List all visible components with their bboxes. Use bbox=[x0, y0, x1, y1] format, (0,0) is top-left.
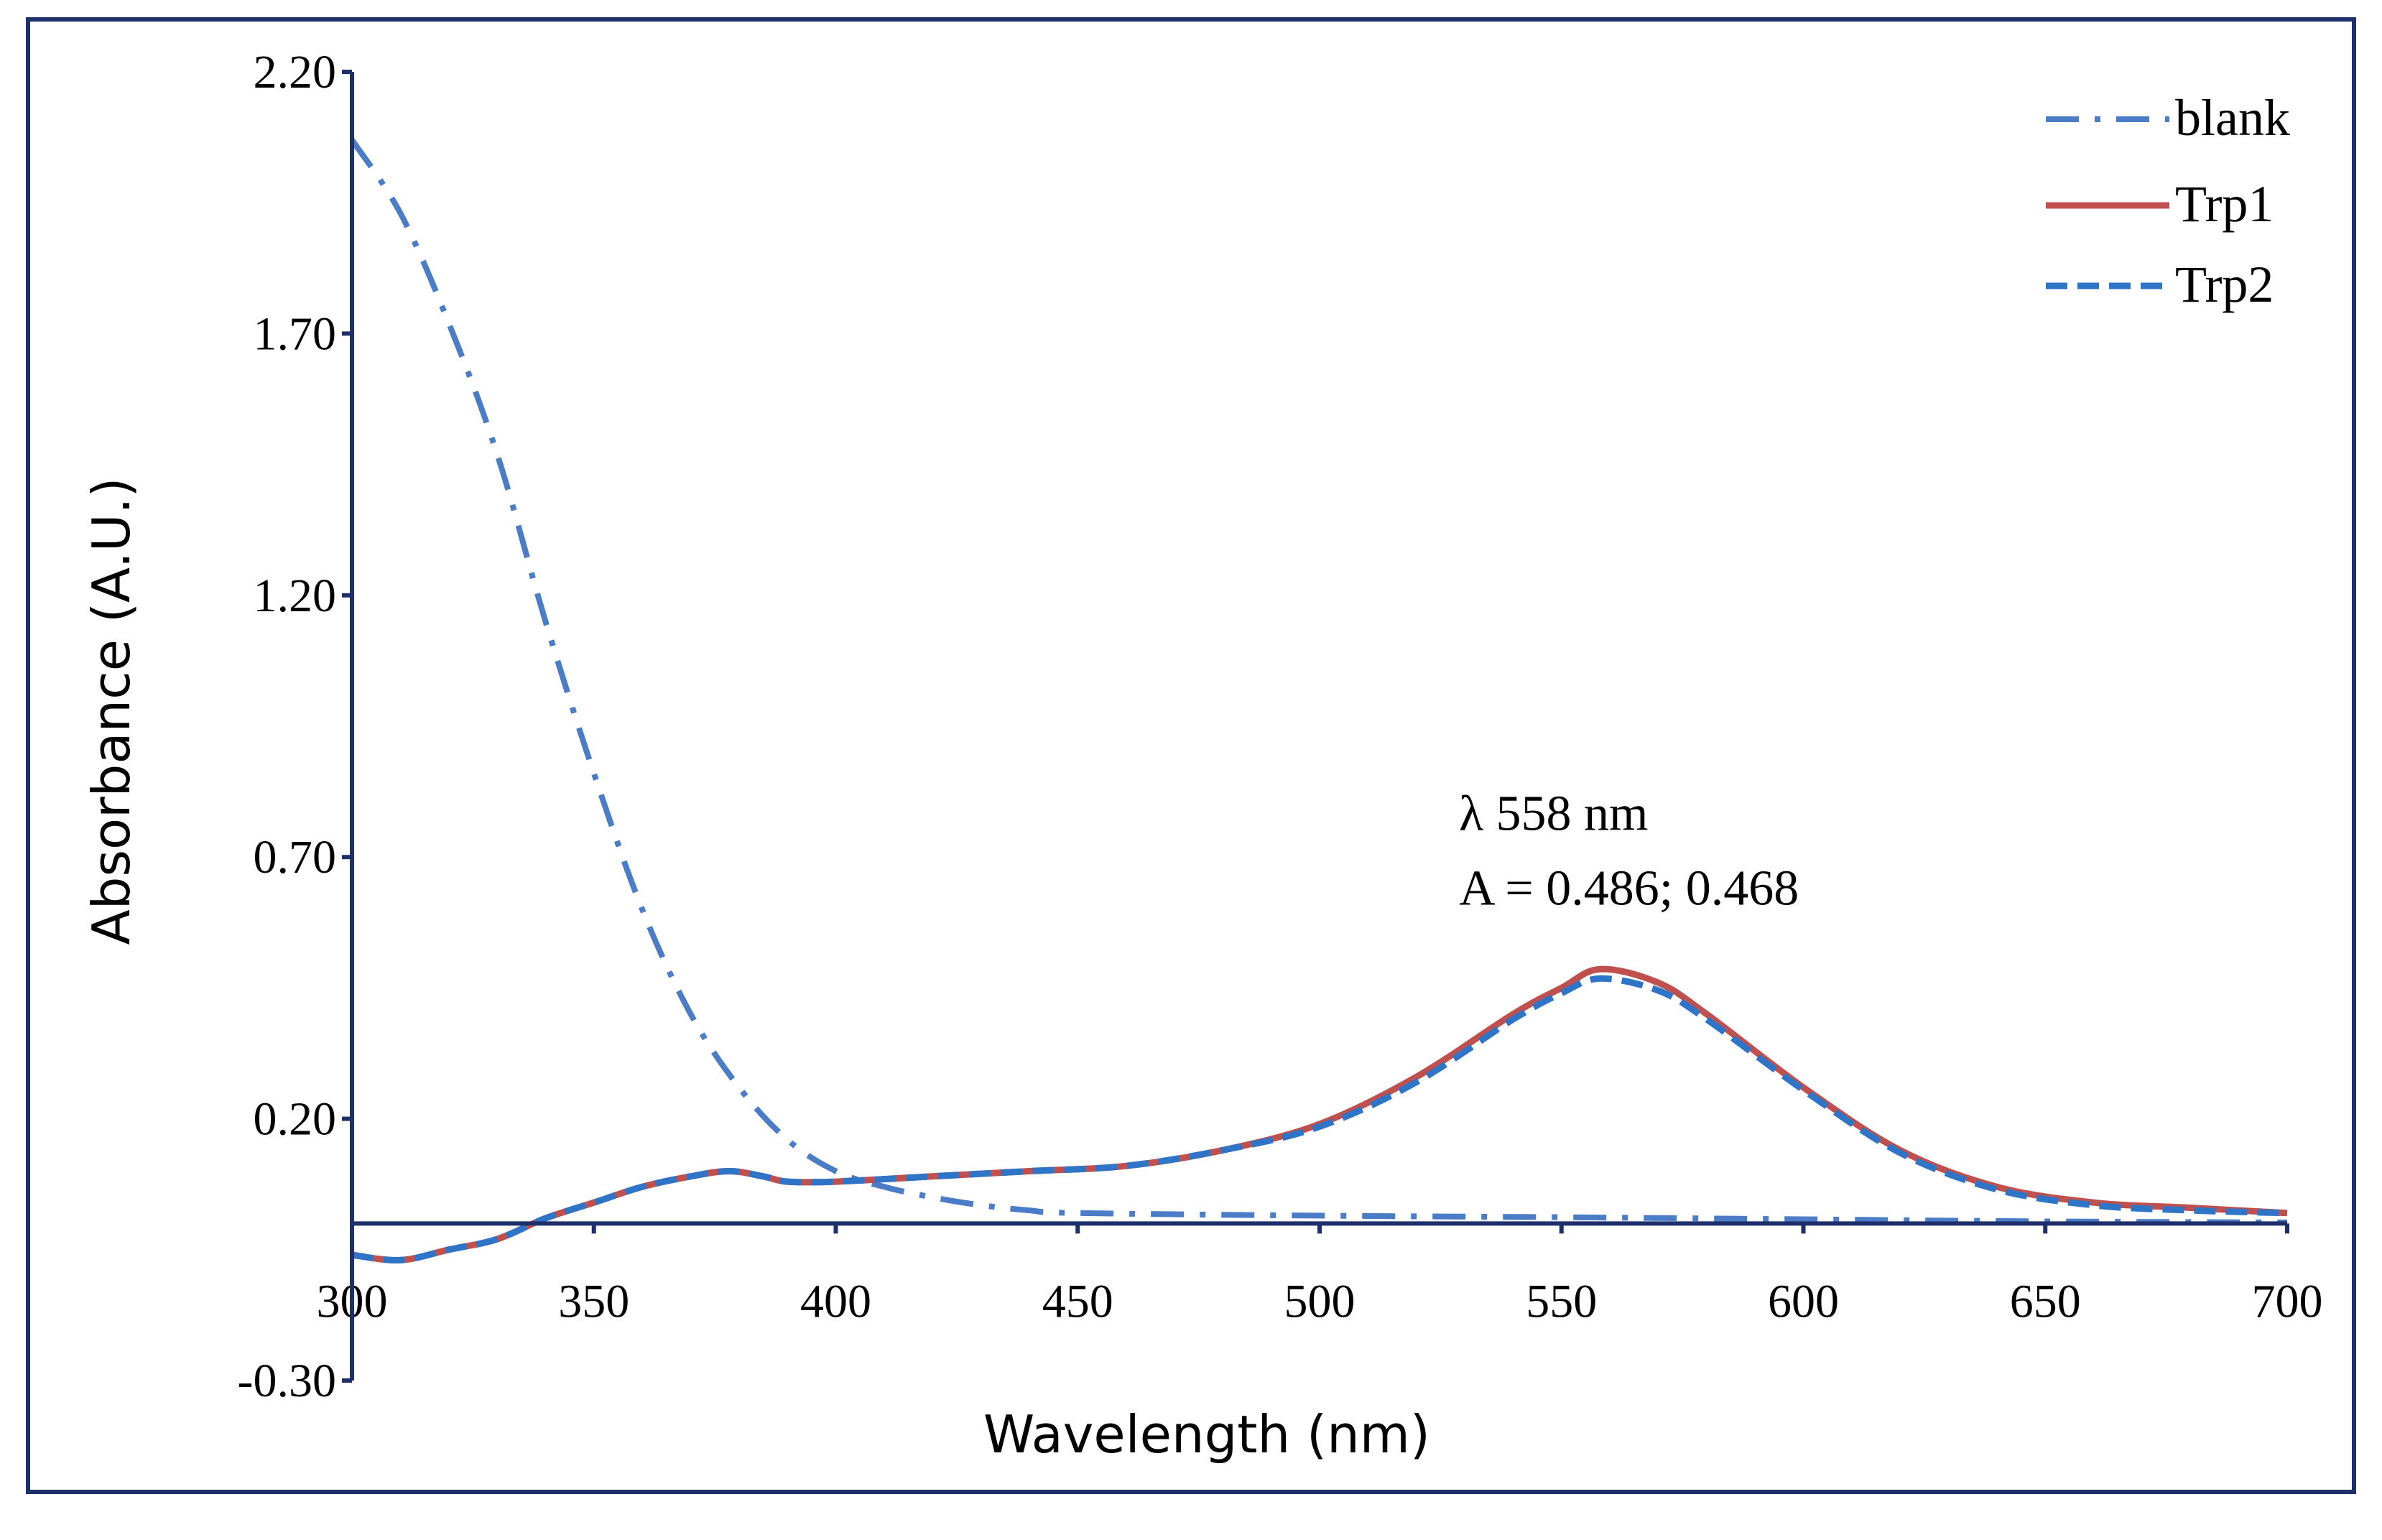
axes bbox=[350, 72, 2287, 1381]
x-tick-label: 600 bbox=[1768, 1275, 1839, 1327]
legend-label-blank: blank bbox=[2175, 89, 2290, 147]
legend-label-trp1: Trp1 bbox=[2175, 175, 2274, 233]
y-tick-group: 2.20 1.70 1.20 0.70 0.20 -0.30 bbox=[238, 46, 352, 1407]
y-tick-label: 1.20 bbox=[254, 570, 337, 622]
y-axis-label: Absorbance (A.U.) bbox=[81, 478, 142, 945]
x-tick-group: 300 350 400 450 500 550 600 650 700 bbox=[317, 1223, 2323, 1327]
x-tick-label: 650 bbox=[2010, 1275, 2081, 1327]
y-tick-label: 1.70 bbox=[254, 307, 337, 360]
x-tick-label: 400 bbox=[800, 1275, 871, 1327]
series-line-blank bbox=[349, 138, 2288, 1225]
x-tick-label: 550 bbox=[1526, 1275, 1597, 1327]
peak-annotation-wavelength: λ 558 nm bbox=[1459, 787, 1648, 842]
legend-label-trp2: Trp2 bbox=[2175, 256, 2274, 313]
x-axis-label: Wavelength (nm) bbox=[983, 1404, 1430, 1465]
y-tick-label: -0.30 bbox=[238, 1355, 336, 1407]
figure-frame bbox=[26, 17, 2356, 1494]
legend: blank Trp1 Trp2 bbox=[2046, 89, 2290, 313]
x-tick-label: 350 bbox=[558, 1275, 629, 1327]
y-tick-label: 0.70 bbox=[254, 831, 337, 883]
x-tick-label: 700 bbox=[2252, 1275, 2323, 1327]
peak-annotation-absorbance: A = 0.486; 0.468 bbox=[1459, 861, 1799, 917]
y-tick-label: 0.20 bbox=[254, 1093, 337, 1146]
x-tick-label: 450 bbox=[1042, 1275, 1113, 1327]
x-tick-label: 500 bbox=[1284, 1275, 1355, 1327]
y-tick-label: 2.20 bbox=[254, 46, 337, 98]
series-line-trp2 bbox=[351, 975, 2288, 1264]
series-layer bbox=[349, 138, 2288, 1264]
